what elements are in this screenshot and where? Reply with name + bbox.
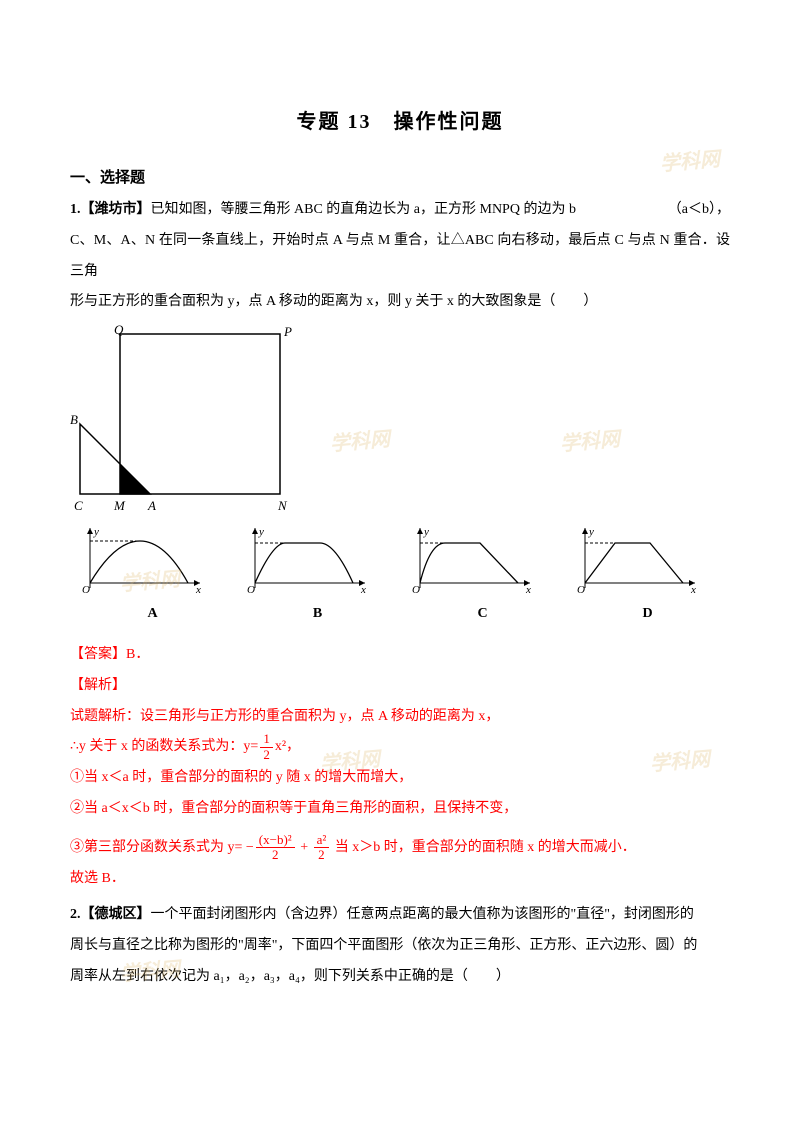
svg-text:M: M [113,498,126,513]
section-heading: 一、选择题 [70,162,730,195]
explain-line5: ③第三部分函数关系式为 y= −(x−b)²2 + a²2 当 x＞b 时，重合… [70,833,730,864]
option-d: y x O D [565,523,730,630]
q1-text-a: 已知如图，等腰三角形 ABC 的直角边长为 a，正方形 MNPQ 的边为 b [151,202,576,217]
exp5a: ③第三部分函数关系式为 y= − [70,840,254,855]
q1-tag: 【潍坊市】 [81,202,151,217]
question-1-line3: 形与正方形的重合面积为 y，点 A 移动的距离为 x，则 y 关于 x 的大致图… [70,287,730,318]
svg-text:Q: Q [114,324,124,337]
plus-sign: + [297,840,312,855]
main-figure: Q P B C M A N [70,324,730,519]
option-a: y x O A [70,523,235,630]
explain-line1: 试题解析：设三角形与正方形的重合面积为 y，点 A 移动的距离为 x， [70,702,730,733]
svg-text:A: A [147,498,156,513]
svg-text:O: O [412,584,420,596]
q2-tag: 【德城区】 [81,907,151,922]
option-b: y x O B [235,523,400,630]
fraction-a2: a²2 [314,833,330,863]
option-d-label: D [565,599,730,630]
page-title: 专题 13 操作性问题 [70,100,730,144]
q2-number: 2. [70,907,81,922]
svg-text:x: x [195,584,201,596]
q1-text-b: （a＜b）， [668,195,730,226]
q1-number: 1. [70,202,81,217]
svg-text:B: B [70,412,78,427]
svg-text:y: y [423,526,429,538]
option-a-graph: y x O [70,523,210,597]
svg-text:N: N [277,498,288,513]
svg-text:O: O [577,584,585,596]
svg-text:y: y [258,526,264,538]
option-b-graph: y x O [235,523,375,597]
svg-text:O: O [247,584,255,596]
svg-text:y: y [588,526,594,538]
option-c: y x O C [400,523,565,630]
exp2b: x²， [275,739,300,754]
option-c-label: C [400,599,565,630]
exp2a: ∴y 关于 x 的函数关系式为：y= [70,739,258,754]
explain-line6: 故选 B． [70,864,730,895]
option-a-label: A [70,599,235,630]
question-1-line1: 1.【潍坊市】已知如图，等腰三角形 ABC 的直角边长为 a，正方形 MNPQ … [70,195,730,226]
fraction-half: 12 [260,732,273,762]
explain-label: 【解析】 [70,671,730,702]
option-c-graph: y x O [400,523,540,597]
options-row: y x O A y x O B y x O [70,523,730,630]
option-b-label: B [235,599,400,630]
triangle-square-diagram: Q P B C M A N [70,324,310,519]
svg-text:P: P [283,324,292,339]
question-1-line2: C、M、A、N 在同一条直线上，开始时点 A 与点 M 重合，让△ABC 向右移… [70,226,730,288]
explain-line3: ①当 x＜a 时，重合部分的面积的 y 随 x 的增大而增大， [70,763,730,794]
svg-text:O: O [82,584,90,596]
svg-text:x: x [360,584,366,596]
fraction-xb: (x−b)²2 [256,833,295,863]
svg-text:C: C [74,498,83,513]
question-2-line3: 周率从左到右依次记为 a₁，a₂，a₃，a₄，则下列关系中正确的是（ ） [70,962,730,993]
svg-text:x: x [525,584,531,596]
svg-text:x: x [690,584,696,596]
question-2-line1: 2.【德城区】一个平面封闭图形内（含边界）任意两点距离的最大值称为该图形的"直径… [70,900,730,931]
explain-line4: ②当 a＜x＜b 时，重合部分的面积等于直角三角形的面积，且保持不变， [70,794,730,825]
explain-line2: ∴y 关于 x 的函数关系式为：y=12x²， [70,732,730,763]
q2-text-1: 一个平面封闭图形内（含边界）任意两点距离的最大值称为该图形的"直径"，封闭图形的 [151,907,694,922]
question-2-line2: 周长与直径之比称为图形的"周率"，下面四个平面图形（依次为正三角形、正方形、正六… [70,931,730,962]
svg-text:y: y [93,526,99,538]
answer-label: 【答案】B． [70,640,730,671]
option-d-graph: y x O [565,523,705,597]
exp5b: 当 x＞b 时，重合部分的面积随 x 的增大而减小． [335,840,636,855]
